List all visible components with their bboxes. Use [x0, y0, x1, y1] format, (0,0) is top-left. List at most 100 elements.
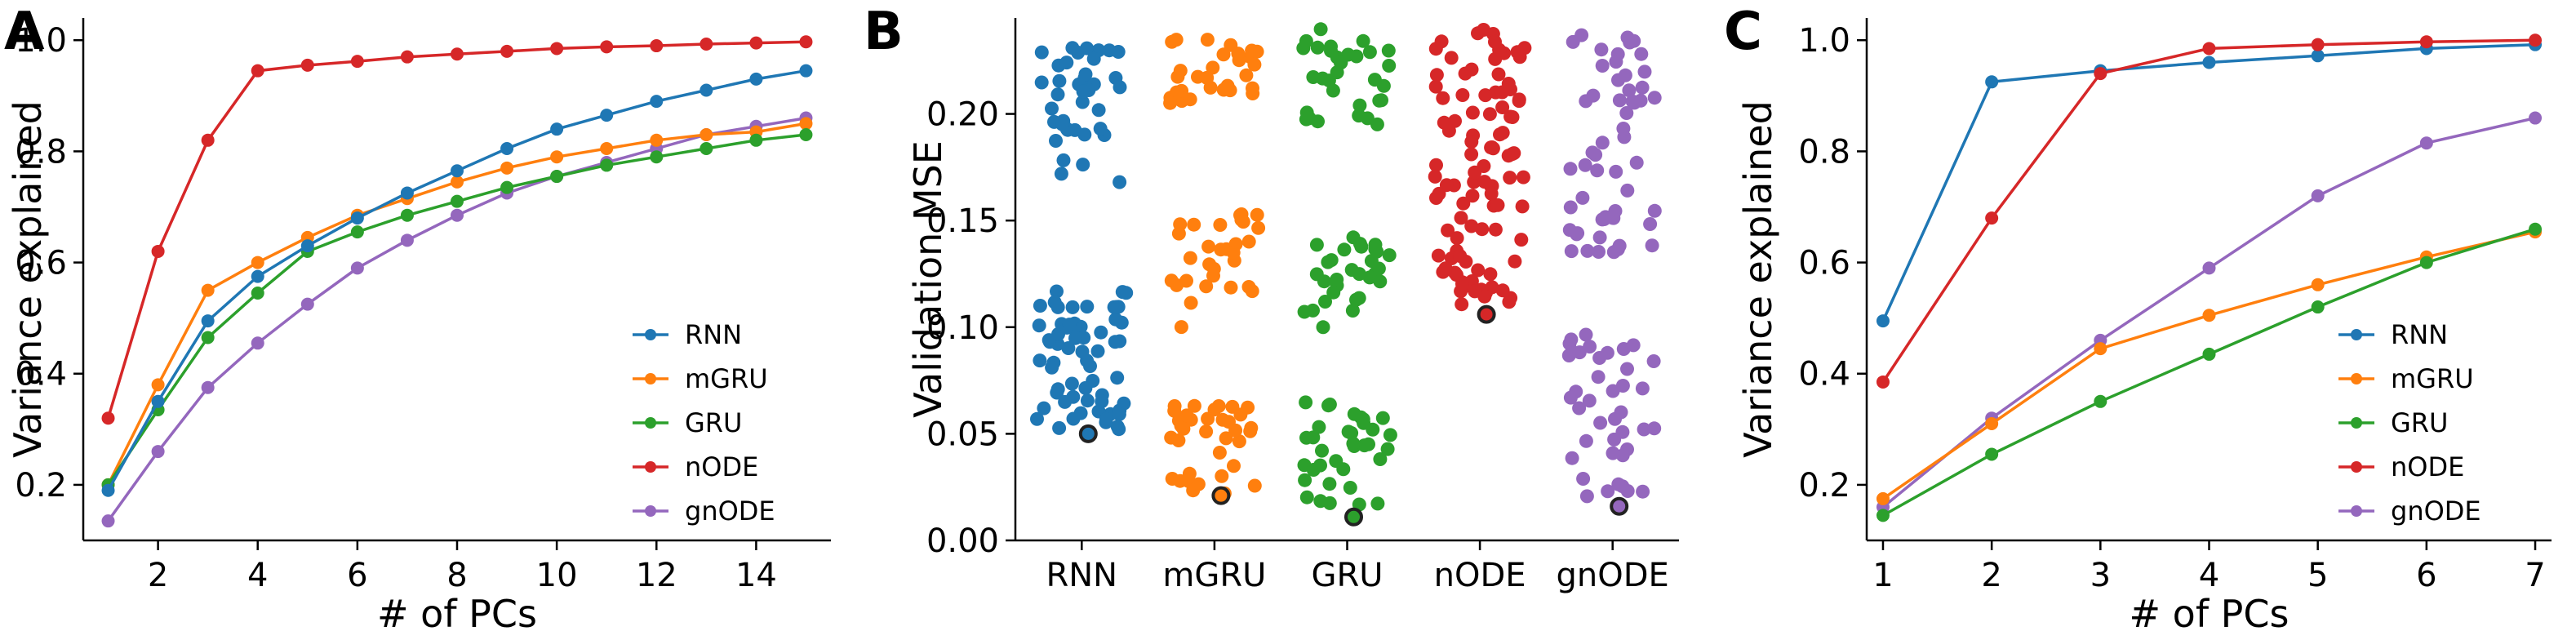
y-tick-label: 0.10 — [926, 309, 999, 347]
data-point-node — [201, 133, 215, 147]
scatter-point-rnn — [1093, 122, 1108, 136]
scatter-point-gnode — [1629, 155, 1644, 170]
scatter-point-rnn — [1034, 45, 1049, 60]
panel-b-mse-chart: 0.00 0.05 0.10 0.15 0.20 Validation MSE RNN mGR… — [906, 18, 1679, 594]
scatter-point-mgru — [1241, 400, 1255, 415]
y-tick-label: 0.8 — [1798, 133, 1850, 171]
scatter-point-mgru — [1206, 269, 1220, 283]
scatter-point-rnn — [1034, 75, 1049, 90]
data-point-rnn — [400, 186, 414, 200]
legend-label-gru: GRU — [685, 407, 742, 438]
scatter-point-mgru — [1167, 399, 1182, 413]
data-point-mgru — [600, 142, 614, 155]
y-tick-label: 1.0 — [15, 22, 67, 60]
scatter-point-gru — [1309, 238, 1324, 252]
data-point-gru — [201, 331, 215, 344]
legend-label-node: nODE — [685, 451, 758, 482]
y-tick-label: 0.2 — [1798, 467, 1850, 504]
scatter-point-gnode — [1572, 345, 1587, 360]
scatter-point-gnode — [1611, 73, 1625, 87]
scatter-point-mgru — [1232, 434, 1246, 449]
data-point-gnode — [2311, 189, 2325, 202]
scatter-point-mgru — [1244, 420, 1259, 435]
scatter-point-node — [1505, 110, 1520, 124]
best-model-marker-mgru — [1211, 486, 1231, 505]
data-point-rnn — [2202, 56, 2216, 69]
scatter-point-rnn — [1078, 67, 1093, 82]
x-tick-label: nODE — [1434, 557, 1526, 594]
y-tick-label: 0.4 — [1798, 356, 1850, 393]
scatter-point-gru — [1380, 442, 1395, 456]
scatter-point-gnode — [1643, 217, 1658, 231]
scatter-point-mgru — [1241, 234, 1256, 249]
scatter-point-mgru — [1183, 251, 1197, 265]
scatter-point-rnn — [1054, 167, 1068, 181]
x-tick-label: 14 — [735, 557, 777, 594]
scatter-point-gnode — [1619, 106, 1634, 120]
scatter-point-gru — [1321, 73, 1336, 88]
y-tick-label: 0.00 — [926, 522, 999, 560]
data-point-mgru — [500, 161, 514, 175]
best-model-marker-gnode — [1610, 496, 1629, 516]
scatter-point-mgru — [1220, 78, 1235, 93]
scatter-point-mgru — [1247, 57, 1262, 72]
scatter-point-gnode — [1606, 446, 1620, 460]
scatter-point-node — [1428, 79, 1443, 94]
scatter-point-node — [1485, 140, 1499, 154]
data-point-rnn — [451, 164, 464, 178]
scatter-point-rnn — [1056, 153, 1071, 167]
scatter-point-gru — [1382, 248, 1397, 263]
scatter-point-gnode — [1575, 190, 1590, 205]
scatter-point-mgru — [1163, 96, 1178, 110]
scatter-point-gru — [1345, 304, 1360, 318]
scatter-point-node — [1455, 297, 1469, 312]
scatter-point-node — [1510, 45, 1525, 60]
scatter-point-mgru — [1212, 446, 1227, 460]
x-tick-label: RNN — [1046, 557, 1117, 594]
scatter-point-gnode — [1564, 332, 1579, 347]
scatter-point-mgru — [1202, 257, 1217, 272]
scatter-point-mgru — [1169, 33, 1184, 47]
scatter-point-gnode — [1636, 484, 1650, 499]
scatter-point-gnode — [1612, 238, 1627, 253]
scatter-point-node — [1488, 222, 1503, 237]
scatter-point-mgru — [1245, 284, 1259, 299]
scatter-point-gru — [1370, 117, 1384, 131]
legend-marker-gru — [2351, 417, 2362, 429]
scatter-point-gru — [1373, 452, 1388, 466]
data-point-rnn — [799, 64, 813, 78]
scatter-point-rnn — [1033, 299, 1047, 313]
data-point-node — [600, 40, 614, 54]
scatter-point-mgru — [1183, 92, 1197, 107]
scatter-point-node — [1502, 295, 1517, 309]
scatter-point-node — [1437, 115, 1451, 130]
scatter-point-gru — [1322, 398, 1337, 411]
scatter-point-mgru — [1226, 246, 1241, 260]
scatter-point-gru — [1341, 424, 1356, 439]
scatter-point-rnn — [1062, 318, 1077, 332]
data-point-node — [2419, 35, 2433, 49]
data-point-node — [300, 58, 314, 72]
scatter-point-mgru — [1200, 33, 1215, 47]
legend-marker-gnode — [645, 505, 656, 517]
best-model-marker-node — [1477, 304, 1496, 324]
data-point-gru — [2529, 222, 2543, 236]
scatter-point-rnn — [1075, 95, 1090, 109]
scatter-point-mgru — [1179, 273, 1193, 288]
data-point-gnode — [350, 261, 364, 275]
scatter-point-gnode — [1578, 158, 1592, 172]
scatter-point-node — [1493, 127, 1507, 142]
scatter-point-rnn — [1095, 394, 1109, 409]
scatter-point-gnode — [1609, 55, 1623, 69]
scatter-point-node — [1429, 68, 1444, 82]
data-point-node — [2311, 38, 2325, 51]
scatter-point-gru — [1381, 43, 1396, 58]
scatter-point-rnn — [1113, 175, 1127, 189]
scatter-point-rnn — [1110, 371, 1125, 385]
data-point-node — [799, 35, 813, 49]
scatter-point-gnode — [1585, 145, 1600, 160]
scatter-point-rnn — [1107, 300, 1121, 314]
scatter-point-node — [1454, 211, 1468, 225]
series-line-rnn — [1881, 42, 2536, 322]
scatter-point-gru — [1357, 438, 1372, 453]
